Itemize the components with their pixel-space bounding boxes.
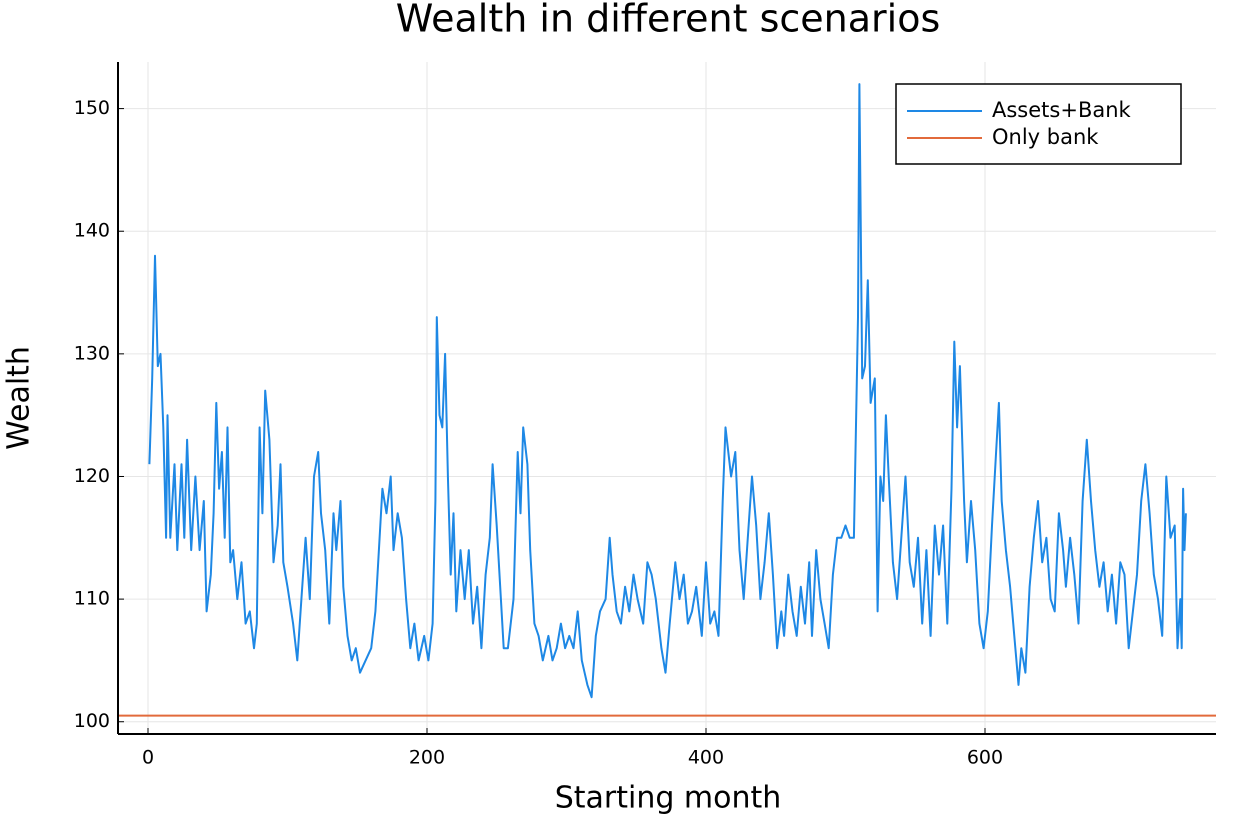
y-tick-label: 110 [74, 588, 110, 610]
x-tick-label: 0 [142, 747, 154, 769]
x-axis-label: Starting month [555, 781, 782, 816]
y-tick-label: 150 [74, 97, 110, 119]
chart-title: Wealth in different scenarios [396, 0, 941, 41]
legend: Assets+Bank Only bank [895, 83, 1182, 165]
y-tick-label: 140 [74, 220, 110, 242]
legend-box [895, 83, 1182, 165]
x-tick-label: 400 [688, 747, 724, 769]
y-tick-label: 100 [74, 710, 110, 732]
data-line [148, 83, 1187, 699]
y-tick-label: 120 [74, 465, 110, 487]
legend-label: Assets+Bank [992, 98, 1132, 122]
y-tick-label: 130 [74, 342, 110, 364]
legend-label: Only bank [992, 125, 1099, 149]
x-tick-label: 200 [409, 747, 445, 769]
y-axis-label: Wealth [2, 346, 37, 450]
plot-area [118, 83, 1216, 717]
x-tick-label: 600 [967, 747, 1003, 769]
grid: 0 200 400 600 100 110 120 130 140 150 [74, 62, 1216, 769]
